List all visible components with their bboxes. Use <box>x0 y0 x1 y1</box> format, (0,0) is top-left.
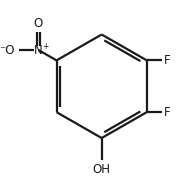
Text: ⁻O: ⁻O <box>0 44 15 57</box>
Text: F: F <box>164 106 171 119</box>
Text: N: N <box>34 44 43 57</box>
Text: O: O <box>34 17 43 30</box>
Text: +: + <box>42 42 48 51</box>
Text: F: F <box>164 54 171 67</box>
Text: OH: OH <box>93 163 111 176</box>
